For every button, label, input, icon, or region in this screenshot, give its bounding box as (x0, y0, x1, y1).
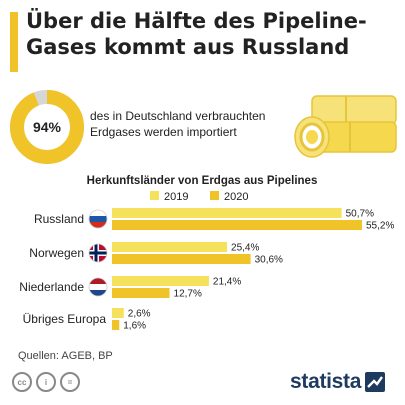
norway-flag-icon-outline (88, 243, 108, 263)
bar-2019 (112, 276, 209, 286)
sources-note: Quellen: AGEB, BP (18, 350, 113, 362)
data-label-2020: 55,2% (366, 221, 394, 232)
import-share-description: des in Deutschland verbrauchten Erdgases… (90, 108, 280, 140)
no-derivatives-icon[interactable]: = (60, 372, 80, 392)
description-line-1: des in Deutschland verbrauchten (90, 109, 266, 123)
bar-2020 (112, 254, 251, 264)
data-label-2020: 12,7% (174, 289, 202, 300)
statista-mark-icon (365, 372, 386, 392)
netherlands-flag-icon (89, 278, 107, 296)
pipeline-gas-bar-chart: Herkunftsländer von Erdgas aus Pipelines… (19, 175, 394, 332)
bar-2019 (112, 308, 124, 318)
data-label-2019: 25,4% (231, 243, 259, 254)
import-share-donut: 94% (10, 90, 84, 164)
norway-flag-icon (89, 244, 107, 262)
category-label: Norwegen (29, 246, 84, 260)
title-accent-bar (10, 12, 18, 72)
data-label-2019: 21,4% (213, 277, 241, 288)
title-line-1: Über die Hälfte des Pipeline- (26, 9, 367, 33)
bar-2019 (112, 242, 228, 252)
category-label: Russland (34, 212, 84, 226)
donut-value-arc (10, 90, 84, 164)
chart-title: Über die Hälfte des Pipeline- Gases komm… (26, 8, 398, 60)
bar-2020 (112, 220, 362, 230)
description-line-2: Erdgases werden importiert (90, 125, 237, 139)
russia-flag-icon (89, 210, 107, 228)
data-label-2019: 2,6% (128, 309, 151, 320)
attribution-icon[interactable]: i (36, 372, 56, 392)
statista-logo[interactable]: statista (290, 370, 386, 394)
legend-label-2019: 2019 (164, 191, 188, 203)
category-label: Übriges Europa (23, 312, 107, 326)
netherlands-flag-icon-outline (88, 277, 108, 297)
cc-icon[interactable]: cc (12, 372, 32, 392)
legend-swatch-2019 (150, 191, 159, 200)
bar-2020 (112, 288, 170, 298)
bar-2020 (112, 320, 120, 330)
russia-flag-icon-outline (88, 209, 108, 229)
bar-2019 (112, 208, 342, 218)
pipeline-illustration-icon (294, 95, 397, 158)
chart-subtitle: Herkunftsländer von Erdgas aus Pipelines (87, 175, 318, 187)
legend-swatch-2020 (210, 191, 219, 200)
data-label-2019: 50,7% (346, 209, 374, 220)
title-line-2: Gases kommt aus Russland (26, 35, 350, 59)
legend-label-2020: 2020 (224, 191, 248, 203)
license-icons: cc i = (12, 372, 80, 392)
data-label-2020: 1,6% (123, 321, 146, 332)
category-label: Niederlande (19, 280, 84, 294)
donut-value-label: 94% (33, 119, 62, 135)
brand-name: statista (290, 370, 362, 393)
data-label-2020: 30,6% (255, 255, 283, 266)
